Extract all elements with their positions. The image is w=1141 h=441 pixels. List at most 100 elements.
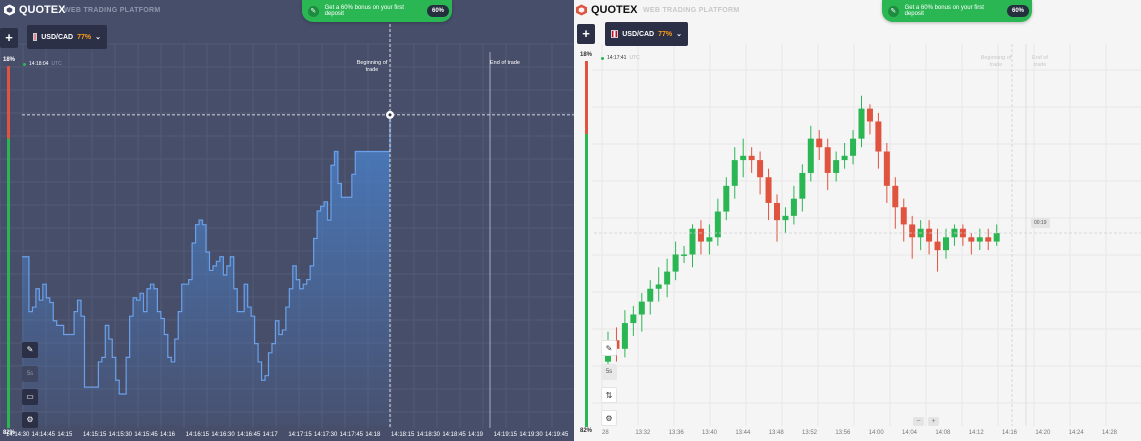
time-tick-label: 14:12	[968, 430, 984, 436]
time-tick-label: 14:15:15	[83, 432, 107, 438]
payout-percent: 77%	[658, 30, 673, 38]
end-trade-label: End of trade	[490, 60, 520, 66]
time-tick-label: 14:19:30	[519, 432, 543, 438]
candle-body	[824, 147, 831, 173]
flag-icon	[611, 30, 619, 38]
time-tick-label: 14:14:30	[6, 432, 30, 438]
zoom-out-button[interactable]: −	[913, 417, 924, 426]
candle-body	[976, 237, 983, 242]
end-trade-label: End of trade	[1032, 55, 1048, 68]
candle-body	[723, 185, 730, 212]
brand-name: QUOTEX	[591, 4, 638, 16]
time-tick-label: 13:32	[635, 430, 651, 436]
candle-body	[892, 185, 899, 208]
clock-dot	[601, 56, 604, 60]
time-tick-label: 14:17:15	[288, 432, 312, 438]
add-chart-button[interactable]: +	[577, 24, 595, 44]
up-percent: 18%	[580, 52, 593, 58]
time-tick-label: 14:16	[160, 432, 176, 438]
asset-selector[interactable]: USD/CAD 77% ⌄	[605, 22, 688, 46]
flag-icon	[33, 33, 38, 41]
down-percent: 82%	[3, 430, 16, 436]
zoom-in-button[interactable]: +	[928, 417, 939, 426]
time-tick-label: 13:52	[802, 430, 818, 436]
dark-area-chart	[0, 24, 574, 428]
timeframe-button[interactable]: 5s	[22, 366, 38, 382]
candle-body	[697, 228, 704, 242]
candle-body	[926, 228, 933, 242]
candle-body	[714, 211, 721, 238]
time-tick-label: 14:18:30	[416, 432, 441, 438]
candle-body	[655, 284, 662, 289]
chart-type-button[interactable]: ⇅	[601, 387, 617, 403]
asset-name: USD/CAD	[622, 30, 655, 38]
brand-subtitle: WEB TRADING PLATFORM	[64, 7, 161, 14]
candle-body	[799, 172, 806, 199]
draw-tool-button[interactable]: ✎	[22, 342, 38, 358]
time-tick-label: 14:20	[1035, 430, 1051, 436]
candle-body	[816, 138, 823, 148]
light-chart-panel: QUOTEX WEB TRADING PLATFORM ✎ Get a 60% …	[574, 0, 1141, 441]
time-tick-label: 14:00	[868, 430, 884, 436]
gift-icon: ✎	[888, 5, 899, 17]
candle-body	[672, 254, 679, 272]
candle-body	[706, 237, 713, 242]
time-tick-label: 14:16:15	[185, 432, 210, 438]
time-tick-label: 14:15:45	[134, 432, 158, 438]
indicators-button[interactable]: ⚙	[22, 412, 38, 428]
server-clock: 14:17:41 UTC	[601, 55, 640, 61]
timeframe-button[interactable]: 5s	[601, 364, 617, 380]
chart-type-button[interactable]: ▭	[22, 389, 38, 405]
plus-icon: +	[582, 26, 590, 41]
payout-percent: 77%	[77, 33, 92, 41]
sentiment-bar	[7, 66, 10, 428]
gift-icon: ✎	[308, 5, 319, 17]
draw-tool-button[interactable]: ✎	[601, 340, 617, 356]
chevron-down-icon: ⌄	[95, 34, 101, 41]
pencil-icon: ✎	[26, 345, 34, 354]
candle-body	[883, 151, 890, 186]
brand-logo[interactable]: QUOTEX	[576, 4, 637, 16]
candle-body	[841, 155, 848, 161]
add-chart-button[interactable]: +	[0, 28, 18, 48]
quotex-logo-icon	[4, 4, 15, 16]
asset-selector[interactable]: USD/CAD 77% ⌄	[27, 25, 107, 49]
indicators-icon: ⚙	[605, 414, 613, 423]
time-tick-label: 14:19:45	[545, 432, 569, 438]
promo-percent: 60%	[1006, 5, 1029, 17]
candle-body	[909, 224, 916, 238]
candle-body	[748, 155, 755, 161]
area-fill	[22, 114, 390, 427]
candle-body	[900, 207, 907, 225]
promo-banner[interactable]: ✎ Get a 60% bonus on your first deposit …	[302, 0, 452, 22]
time-tick-label: 14:18:15	[391, 432, 415, 438]
candle-body	[782, 215, 789, 221]
time-tick-label: 13:36	[668, 430, 684, 436]
time-tick-label: 14:16:30	[211, 432, 235, 438]
candle-body	[790, 198, 797, 216]
time-tick-label: 14:17:45	[339, 432, 364, 438]
time-tick-label: 14:19	[468, 432, 484, 438]
time-tick-label: 14:17:30	[314, 432, 338, 438]
zoom-controls: − +	[913, 417, 939, 426]
dark-chart-panel: QUOTEX WEB TRADING PLATFORM ✎ Get a 60% …	[0, 0, 574, 441]
time-tick-label: 13:48	[768, 430, 784, 436]
expiry-timer: 00:19	[1031, 218, 1050, 228]
candle-body	[647, 288, 654, 302]
brand-logo[interactable]: QUOTEX	[4, 4, 65, 16]
candlestick-chart	[592, 44, 1141, 426]
time-tick-label: 14:14:45	[31, 432, 56, 438]
asset-name: USD/CAD	[41, 33, 74, 41]
indicators-button[interactable]: ⚙	[601, 410, 617, 426]
time-tick-label: 28	[602, 430, 609, 436]
candle-body	[968, 237, 975, 242]
down-percent: 82%	[580, 428, 593, 434]
time-tick-label: 13:40	[702, 430, 718, 436]
candle-body	[934, 241, 941, 251]
candle-body	[833, 160, 840, 173]
time-axis: 14:14:30 14:14:45 14:15 14:15:15 14:15:30 14:…	[0, 430, 574, 440]
candle-body	[943, 237, 949, 251]
up-percent: 18%	[3, 57, 16, 63]
candle-body	[757, 160, 764, 178]
promo-banner[interactable]: ✎ Get a 60% bonus on your first deposit …	[882, 0, 1032, 22]
